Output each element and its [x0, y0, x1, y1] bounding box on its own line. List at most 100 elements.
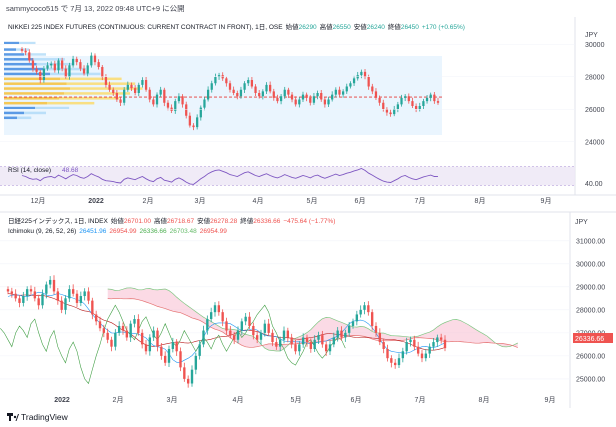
top-candle	[247, 80, 250, 84]
bottom-candle	[190, 369, 194, 384]
top-candle	[115, 93, 119, 100]
bottom-open: 26701.00	[123, 218, 151, 225]
vp-bar-right	[70, 87, 143, 90]
top-candle	[382, 102, 385, 110]
bottom-candle	[401, 351, 405, 359]
top-candle	[20, 49, 24, 51]
bottom-candle	[298, 344, 301, 352]
top-candle	[90, 55, 93, 66]
rsi-value: 48.68	[62, 167, 79, 174]
bottom-candle	[424, 353, 428, 359]
top-candle	[217, 75, 221, 77]
top-candle	[305, 94, 308, 98]
bottom-candle	[240, 321, 244, 331]
bottom-candle	[374, 325, 378, 333]
top-candle	[174, 101, 177, 111]
top-candle	[338, 89, 341, 95]
vp-bar-right	[64, 92, 130, 95]
bottom-candle	[48, 279, 52, 285]
bottom-candle	[278, 339, 282, 347]
top-candle	[130, 84, 133, 89]
top-candle	[75, 58, 78, 63]
bottom-candle	[294, 344, 297, 352]
top-candle	[367, 76, 370, 87]
vp-bar-left	[4, 53, 24, 56]
bottom-candle	[420, 353, 424, 359]
top-candle	[425, 97, 429, 102]
top-candle	[320, 93, 323, 100]
bottom-price-axis: 25000.0026000.0027000.0028000.0029000.00…	[576, 238, 605, 383]
bottom-candle	[6, 289, 10, 292]
bottom-candle	[275, 342, 278, 347]
bottom-candle	[363, 305, 366, 310]
top-x-tick: 8月	[475, 197, 486, 205]
bottom-candle	[382, 342, 385, 349]
bottom-candle	[217, 305, 221, 313]
bottom-candle	[133, 319, 136, 324]
top-candle	[265, 84, 268, 92]
vp-bar-left	[4, 48, 16, 51]
bottom-x-tick: 8月	[479, 396, 490, 404]
top-candle	[371, 86, 374, 92]
top-candle	[177, 96, 181, 102]
vp-bar-left	[4, 62, 37, 66]
top-candle	[119, 99, 122, 103]
top-candle	[71, 58, 75, 66]
top-x-tick: 6月	[355, 197, 366, 205]
bottom-candle	[244, 316, 247, 322]
top-candle	[203, 99, 206, 108]
bottom-candle	[37, 298, 40, 306]
bottom-candle	[229, 330, 232, 336]
bottom-candle	[321, 335, 324, 345]
bottom-candle	[359, 309, 362, 315]
bottom-x-tick: 2月	[113, 396, 124, 404]
vp-bar-right	[19, 41, 36, 45]
bottom-candle	[301, 337, 305, 345]
top-candle	[31, 60, 35, 69]
bottom-candle	[129, 323, 132, 338]
top-candle	[108, 84, 111, 90]
bottom-candle	[194, 355, 198, 370]
top-candle	[239, 89, 243, 97]
top-candle	[327, 99, 330, 105]
ichimoku-legend: Ichimoku (9, 26, 52, 26) 26451.96 26954.99…	[8, 228, 230, 236]
bottom-close: 26336.66	[253, 218, 281, 225]
bottom-candle	[56, 291, 60, 301]
rsi-line	[21, 168, 439, 185]
top-candle	[243, 83, 246, 90]
top-low: 26240	[366, 24, 385, 31]
bottom-y-tick: 31000.00	[576, 238, 605, 245]
top-candle	[28, 52, 31, 61]
vp-bar-right	[47, 101, 95, 105]
kumo-cloud	[107, 287, 518, 351]
bottom-candle	[286, 330, 290, 338]
top-candle	[378, 97, 381, 103]
top-candle	[374, 91, 378, 98]
vp-bar-left	[4, 92, 64, 95]
bottom-candle	[405, 342, 408, 352]
top-candle	[86, 65, 89, 74]
bottom-candle	[436, 337, 439, 343]
bottom-candle	[225, 321, 228, 331]
top-candle	[225, 78, 228, 84]
top-candle	[331, 94, 334, 100]
top-candle	[185, 104, 188, 116]
top-candle	[352, 78, 356, 84]
top-candle	[126, 84, 129, 90]
top-candle	[101, 67, 104, 77]
bottom-candle	[370, 312, 374, 326]
top-candle	[64, 68, 67, 77]
top-candle	[152, 99, 155, 105]
bottom-candle	[25, 289, 29, 297]
top-candle	[349, 83, 352, 87]
ichimoku-value-4: 26703.48	[169, 228, 197, 235]
bottom-candle	[14, 293, 17, 299]
top-candle	[363, 71, 367, 77]
top-candle	[334, 89, 337, 95]
tradingview-brand[interactable]: TradingView	[21, 412, 68, 422]
bottom-candle	[443, 339, 447, 349]
top-candles	[20, 47, 440, 131]
top-candle	[389, 112, 392, 115]
vp-bar-right	[66, 82, 136, 85]
